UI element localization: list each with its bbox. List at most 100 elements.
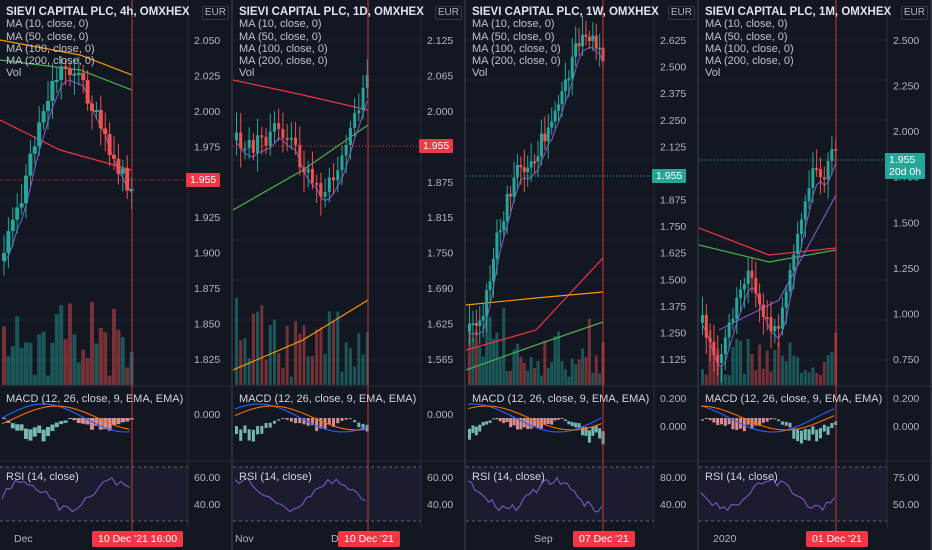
chart-panel-1d[interactable]: 2.1252.0652.0001.9401.8751.8151.7501.690…	[233, 0, 466, 550]
macd-histogram-bar	[302, 418, 306, 425]
price-tick-label: 1.925	[194, 212, 220, 224]
macd-indicator-label[interactable]: MACD (12, 26, close, 9, EMA, EMA)	[472, 393, 650, 405]
ma-legend-item[interactable]: MA (10, close, 0)	[472, 18, 555, 31]
macd-histogram-bar	[807, 429, 811, 441]
macd-histogram-bar	[15, 424, 20, 431]
macd-histogram-bar	[731, 418, 735, 430]
macd-histogram-bar	[120, 418, 125, 423]
price-axis[interactable]: 2.1252.0652.0001.9401.8751.8151.7501.690…	[427, 35, 453, 511]
ma50-line	[466, 257, 604, 351]
volume-bar	[570, 358, 574, 385]
last-price-tag: 1.955	[652, 169, 687, 183]
rsi-indicator-label[interactable]: RSI (14, close)	[705, 471, 778, 483]
chart-panel-1w[interactable]: 2.6252.5002.3752.2502.1252.0001.8751.750…	[466, 0, 699, 550]
volume-bar	[19, 347, 24, 385]
ma-legend-item[interactable]: MA (10, close, 0)	[6, 18, 89, 31]
price-tick-label: 1.500	[660, 274, 686, 286]
chart-canvas[interactable]: 2.5002.2502.0001.7501.5001.2501.0000.750…	[699, 0, 932, 550]
volume-legend-item[interactable]: Vol	[239, 67, 255, 80]
price-axis[interactable]: 2.0502.0252.0001.9751.9501.9251.9001.875…	[194, 35, 220, 511]
symbol-title[interactable]: SIEVI CAPITAL PLC, 1W, OMXHEX	[472, 6, 659, 18]
price-tick-label: 2.050	[194, 35, 220, 47]
symbol-title[interactable]: SIEVI CAPITAL PLC, 4h, OMXHEX	[6, 6, 190, 18]
rsi-series	[233, 466, 421, 522]
macd-tick-label: 0.000	[660, 421, 686, 433]
rsi-indicator-label[interactable]: RSI (14, close)	[6, 471, 79, 483]
volume-bar	[491, 338, 495, 385]
ma-legend-item[interactable]: MA (200, close, 0)	[239, 55, 328, 68]
volume-legend-item[interactable]: Vol	[472, 67, 488, 80]
volume-bar	[24, 342, 28, 385]
volume-bar	[348, 348, 352, 385]
ma-legend-item[interactable]: MA (100, close, 0)	[6, 42, 95, 55]
symbol-title[interactable]: SIEVI CAPITAL PLC, 1M, OMXHEX	[705, 6, 892, 18]
chart-panel-4h[interactable]: 2.0502.0252.0001.9751.9501.9251.9001.875…	[0, 0, 233, 550]
currency-label[interactable]: EUR	[434, 6, 462, 20]
rsi-indicator-label[interactable]: RSI (14, close)	[472, 471, 545, 483]
ma-legend-item[interactable]: MA (100, close, 0)	[239, 42, 328, 55]
ma-legend-item[interactable]: MA (10, close, 0)	[705, 18, 788, 31]
volume-legend-item[interactable]: Vol	[6, 67, 22, 80]
price-tick-label: 1.500	[893, 217, 919, 229]
macd-histogram-bar	[723, 418, 727, 426]
symbol-title[interactable]: SIEVI CAPITAL PLC, 1D, OMXHEX	[239, 6, 424, 18]
candle-body	[491, 258, 495, 282]
candle-body	[15, 207, 20, 220]
rsi-indicator-label[interactable]: RSI (14, close)	[239, 471, 312, 483]
currency-label[interactable]: EUR	[667, 6, 695, 20]
macd-histogram-bar	[803, 428, 807, 440]
candle-body	[799, 219, 803, 234]
chart-canvas[interactable]: 2.1252.0652.0001.9401.8751.8151.7501.690…	[233, 0, 466, 550]
macd-histogram-bar	[24, 428, 28, 440]
candle-body	[478, 320, 482, 326]
price-axis[interactable]: 2.5002.2502.0001.7501.5001.2501.0000.750…	[893, 35, 919, 511]
macd-tick-label: 0.000	[194, 409, 220, 421]
candle-body	[754, 277, 758, 294]
macd-indicator-label[interactable]: MACD (12, 26, close, 9, EMA, EMA)	[239, 393, 417, 405]
ma-legend-item[interactable]: MA (200, close, 0)	[472, 55, 561, 68]
currency-label[interactable]: EUR	[201, 6, 229, 20]
ma-legend-item[interactable]: MA (200, close, 0)	[705, 55, 794, 68]
macd-indicator-label[interactable]: MACD (12, 26, close, 9, EMA, EMA)	[6, 393, 184, 405]
chart-legend: SIEVI CAPITAL PLC, 4h, OMXHEX MA (10, clo…	[6, 6, 190, 80]
moving-averages	[699, 163, 837, 369]
ma-legend-item[interactable]: MA (100, close, 0)	[705, 42, 794, 55]
macd-histogram-bar	[563, 419, 567, 422]
price-axis[interactable]: 2.6252.5002.3752.2502.1252.0001.8751.750…	[660, 35, 686, 511]
candle-body	[32, 146, 37, 154]
candle-body	[59, 66, 64, 81]
candle-body	[277, 123, 281, 130]
macd-histogram-bar	[746, 418, 750, 425]
chart-canvas[interactable]: 2.6252.5002.3752.2502.1252.0001.8751.750…	[466, 0, 699, 550]
candle-body	[28, 153, 33, 176]
chart-panel-1m[interactable]: 2.5002.2502.0001.7501.5001.2501.0000.750…	[699, 0, 932, 550]
volume-bar	[784, 361, 788, 385]
candle-body	[10, 219, 15, 232]
ma-legend-item[interactable]: MA (200, close, 0)	[6, 55, 95, 68]
price-tick-label: 2.625	[660, 35, 686, 47]
candle-body	[712, 342, 716, 355]
crosshair-date-tag: 10 Dec '21	[338, 531, 400, 547]
volume-bar	[120, 337, 125, 385]
candlestick-series	[2, 56, 134, 276]
ma-legend-item[interactable]: MA (50, close, 0)	[239, 30, 322, 43]
chart-canvas[interactable]: 2.0502.0252.0001.9751.9501.9251.9001.875…	[0, 0, 233, 550]
candle-body	[90, 103, 94, 111]
ma-legend-item[interactable]: MA (50, close, 0)	[705, 30, 788, 43]
macd-indicator-label[interactable]: MACD (12, 26, close, 9, EMA, EMA)	[705, 393, 883, 405]
rsi-tick-label: 80.00	[660, 472, 686, 484]
volume-legend-item[interactable]: Vol	[705, 67, 721, 80]
volume-bar	[243, 338, 247, 385]
rsi-line	[1, 476, 130, 513]
ma10-line	[3, 79, 133, 264]
ma-legend-item[interactable]: MA (50, close, 0)	[6, 30, 89, 43]
ma-legend-item[interactable]: MA (10, close, 0)	[239, 18, 322, 31]
macd-histogram-bar	[315, 418, 319, 432]
ma-legend-item[interactable]: MA (50, close, 0)	[472, 30, 555, 43]
ma-legend-item[interactable]: MA (100, close, 0)	[472, 42, 561, 55]
volume-bar	[594, 355, 598, 385]
currency-label[interactable]: EUR	[900, 6, 928, 20]
macd-histogram-bar	[792, 428, 796, 439]
rsi-line	[234, 477, 366, 513]
volume-bar	[340, 371, 344, 385]
